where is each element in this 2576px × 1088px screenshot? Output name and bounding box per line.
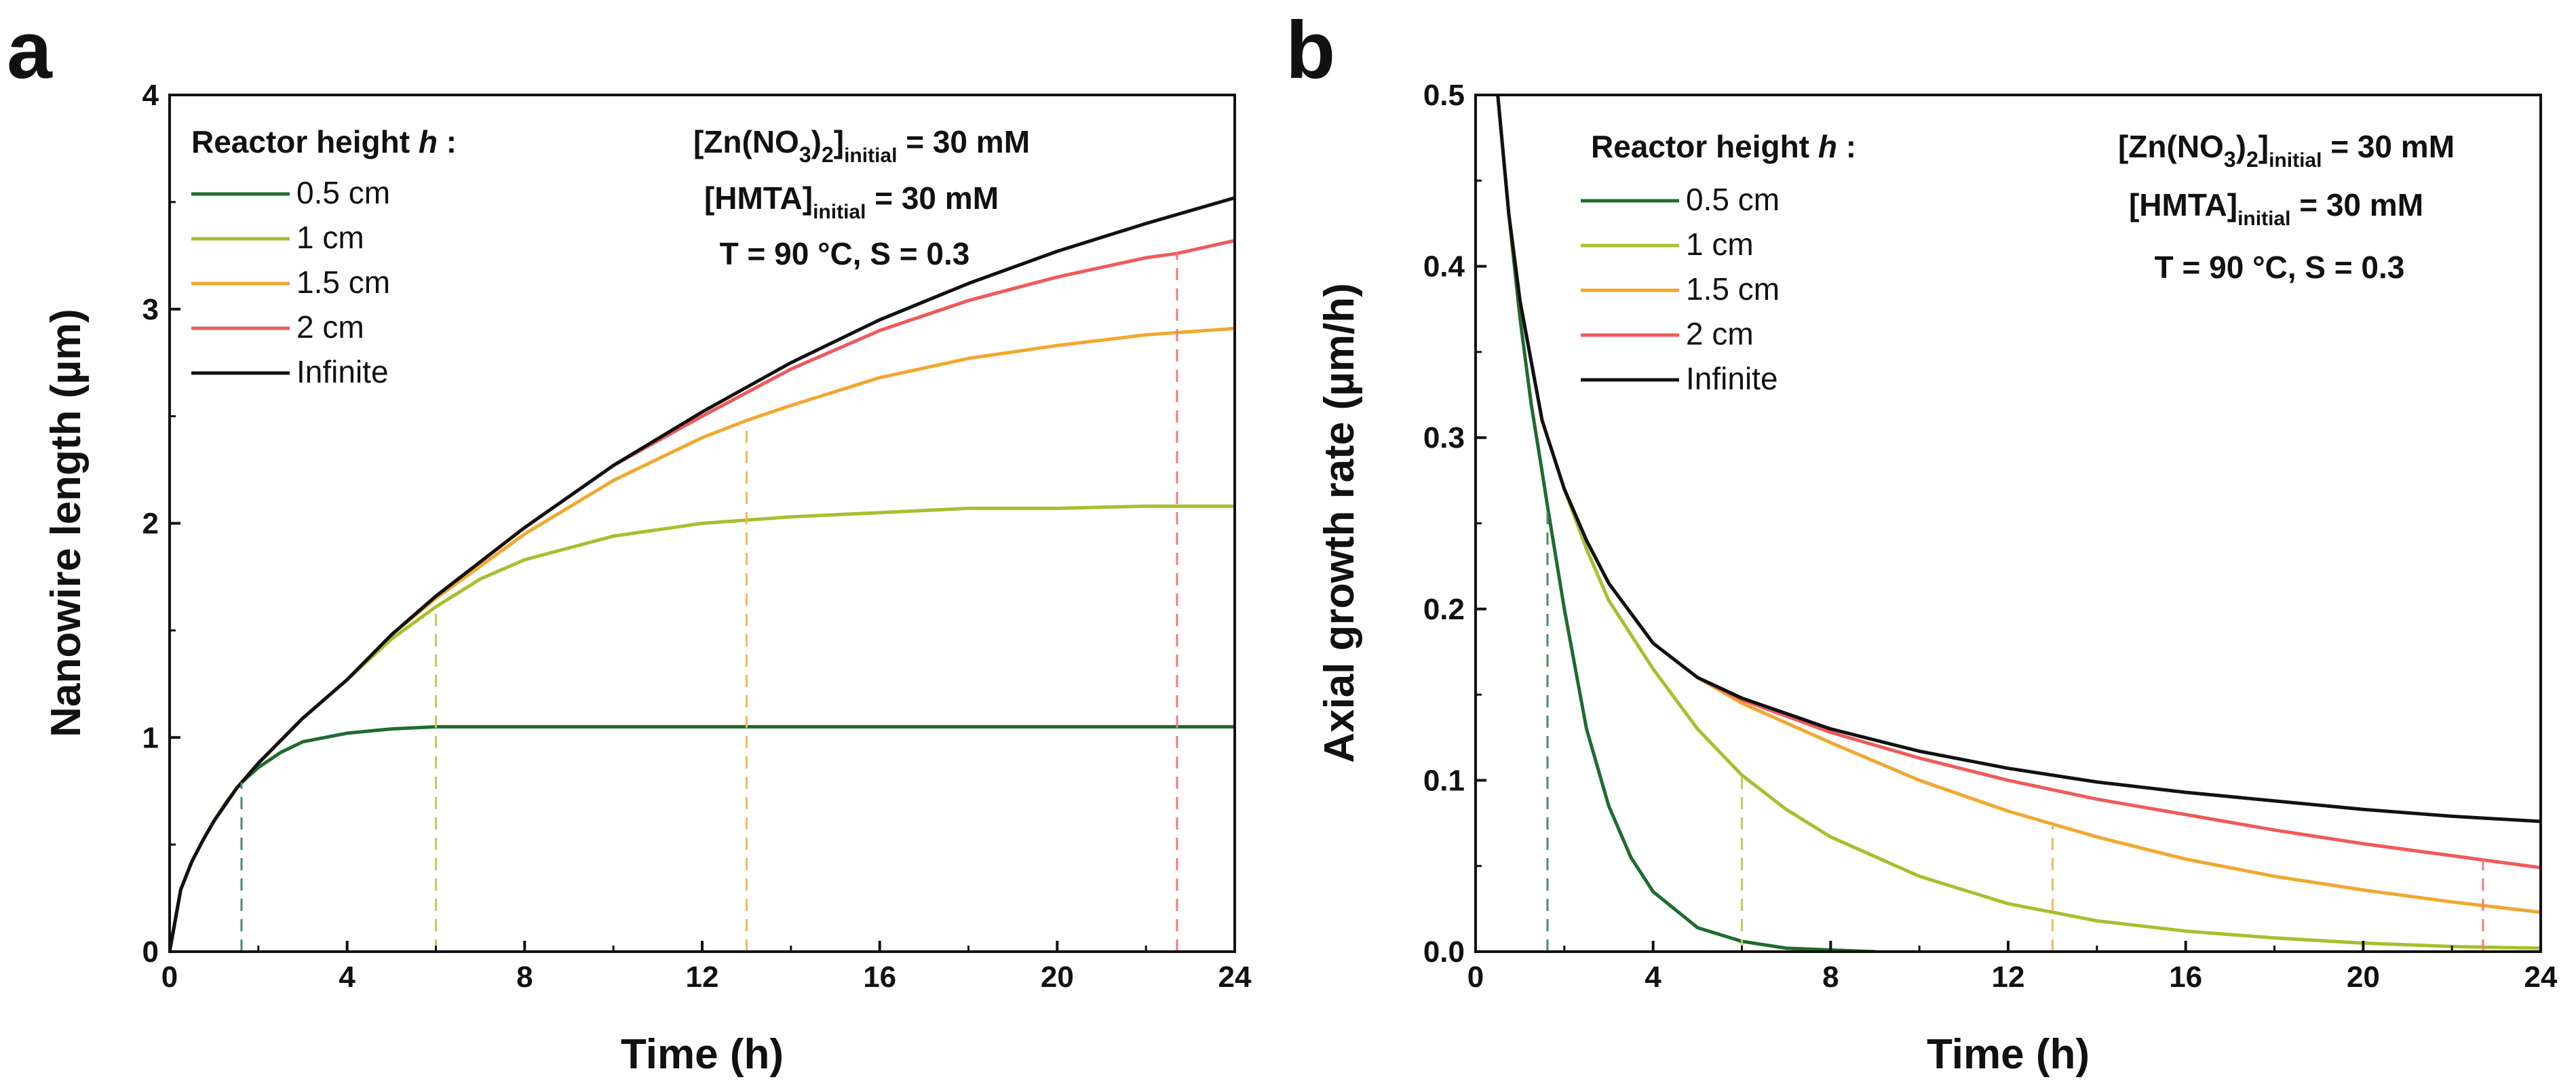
panel-a-zn-concentration: [Zn(NO3)2]initial = 30 mM — [693, 124, 1030, 167]
panel-a-x-axis-title: Time (h) — [621, 1031, 784, 1078]
panel-b-x-tick-label: 8 — [1822, 960, 1839, 994]
panel-b-y-tick-label: 0.4 — [1423, 250, 1465, 284]
panel-a-x-tick-label: 20 — [1041, 960, 1074, 994]
panel-a-x-tick-label: 0 — [161, 960, 178, 994]
panel-b-legend: Reactor height h : 0.5 cm 1 cm 1.5 cm 2 cm I… — [1581, 129, 1856, 396]
panel-a-y-tick-label: 1 — [142, 721, 159, 754]
panel-a-y-ticks: 0 1 2 3 4 — [142, 79, 180, 969]
panel-b-y-tick-label: 0.0 — [1423, 935, 1465, 969]
panel-a-reference-lines — [240, 253, 1178, 952]
panel-b-x-tick-label: 20 — [2347, 960, 2380, 994]
panel-a-series-1-cm — [170, 504, 1235, 952]
panel-a-series-1-5-cm — [170, 326, 1235, 952]
panel-b-x-ticks: 0 4 8 12 16 20 24 — [1467, 941, 2558, 994]
panel-b-legend-label-1-cm: 1 cm — [1686, 227, 1754, 262]
panel-a-x-tick-label: 12 — [686, 960, 719, 994]
panel-a-series-0-5-cm — [170, 725, 1235, 952]
panel-b-legend-label-0-5-cm: 0.5 cm — [1686, 182, 1780, 217]
panel-b-x-tick-label: 12 — [1992, 960, 2025, 994]
panel-a-curves — [170, 196, 1235, 952]
panel-b-legend-title: Reactor height h : — [1591, 129, 1856, 164]
panel-a-y-axis-title: Nanowire length (µm) — [43, 309, 90, 737]
panel-a-legend-label-0-5-cm: 0.5 cm — [296, 175, 390, 210]
panel-a-legend-entries: 0.5 cm 1 cm 1.5 cm 2 cm Infinite — [191, 175, 390, 389]
panel-b-x-axis-title: Time (h) — [1927, 1031, 2090, 1078]
panel-b-zn-concentration: [Zn(NO3)2]initial = 30 mM — [2118, 129, 2455, 172]
panel-b-letter: b — [1286, 5, 1335, 96]
panel-a-legend-label-1-cm: 1 cm — [296, 220, 364, 255]
panel-b-y-ticks: 0.0 0.1 0.2 0.3 0.4 0.5 — [1423, 79, 1486, 969]
panel-b-conditions: [Zn(NO3)2]initial = 30 mM [HMTA]initial … — [2118, 129, 2455, 285]
panel-a-x-tick-label: 8 — [516, 960, 533, 994]
panel-a-temperature-supersaturation: T = 90 °C, S = 0.3 — [720, 236, 970, 271]
panel-a-conditions: [Zn(NO3)2]initial = 30 mM [HMTA]initial … — [693, 124, 1030, 271]
panel-a-y-tick-label: 3 — [142, 293, 159, 326]
panel-b-x-tick-label: 24 — [2524, 960, 2558, 994]
panel-b-legend-entries: 0.5 cm 1 cm 1.5 cm 2 cm Infinite — [1581, 182, 1780, 396]
panel-a-y-tick-label: 4 — [142, 79, 159, 112]
panel-b-legend-label-1-5-cm: 1.5 cm — [1686, 271, 1780, 307]
panel-a-series-infinite — [170, 196, 1235, 952]
panel-b-series-infinite — [1496, 95, 2541, 823]
panel-b-legend-label-infinite: Infinite — [1686, 361, 1778, 396]
panel-a-y-tick-label: 0 — [142, 935, 159, 969]
panel-b-x-tick-label: 4 — [1645, 960, 1661, 994]
panel-a-hmta-concentration: [HMTA]initial = 30 mM — [704, 180, 999, 223]
panel-b-curves — [1496, 95, 2541, 952]
panel-a-legend-label-1-5-cm: 1.5 cm — [296, 265, 390, 300]
panel-b-plot-frame — [1474, 94, 2542, 953]
panel-a-letter: a — [7, 5, 53, 96]
panel-b-x-tick-label: 16 — [2169, 960, 2202, 994]
panel-b: b 0 4 8 12 16 20 24 0.0 0.1 0.2 0.3 0.4 0.5 Time (h… — [1286, 5, 2558, 1078]
panel-a-legend-title: Reactor height h : — [191, 124, 457, 159]
panel-b-series-0-5-cm — [1496, 95, 1877, 952]
panel-b-y-tick-label: 0.3 — [1423, 421, 1465, 454]
panel-a-x-ticks: 0 4 8 12 16 20 24 — [161, 941, 1252, 994]
panel-b-temperature-supersaturation: T = 90 °C, S = 0.3 — [2155, 250, 2405, 285]
panel-a-legend: Reactor height h : 0.5 cm 1 cm 1.5 cm 2 cm I… — [191, 124, 457, 389]
panel-b-x-tick-label: 0 — [1467, 960, 1484, 994]
panel-b-y-tick-label: 0.5 — [1423, 79, 1465, 112]
panel-b-y-tick-label: 0.1 — [1423, 764, 1465, 797]
panel-a-legend-label-2-cm: 2 cm — [296, 309, 364, 345]
panel-b-y-tick-label: 0.2 — [1423, 593, 1465, 626]
panel-a-series-2-cm — [170, 239, 1235, 952]
panel-b-legend-label-2-cm: 2 cm — [1686, 316, 1754, 351]
panel-b-series-1-cm — [1496, 95, 2541, 950]
panel-a-x-tick-label: 16 — [863, 960, 896, 994]
panel-b-y-axis-title: Axial growth rate (µm/h) — [1316, 283, 1363, 762]
panel-a-legend-label-infinite: Infinite — [296, 354, 389, 389]
panel-b-reference-lines — [1546, 506, 2484, 952]
panel-a-x-tick-label: 24 — [1218, 960, 1252, 994]
panel-b-hmta-concentration: [HMTA]initial = 30 mM — [2129, 187, 2423, 230]
panel-a-x-tick-label: 4 — [339, 960, 355, 994]
panel-a-y-tick-label: 2 — [142, 507, 159, 541]
